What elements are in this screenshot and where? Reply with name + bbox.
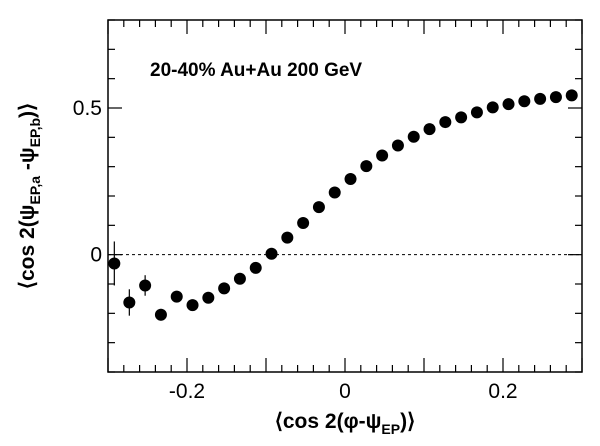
data-point — [518, 95, 531, 108]
data-point — [344, 172, 357, 185]
data-point — [391, 139, 404, 152]
data-point — [139, 279, 152, 292]
x-axis-label: ⟨cos 2(φ-ψEP)⟩ — [275, 410, 416, 437]
data-point — [407, 130, 420, 143]
x-tick-label: 0.2 — [488, 380, 517, 403]
data-point — [360, 160, 373, 173]
data-point — [376, 149, 389, 162]
data-point — [470, 106, 483, 119]
data-point — [218, 282, 231, 295]
data-point — [565, 89, 578, 102]
data-point — [312, 201, 325, 214]
data-point — [502, 98, 515, 111]
data-point — [281, 231, 294, 244]
data-points-layer — [108, 89, 578, 321]
data-point — [534, 92, 547, 105]
data-point — [486, 101, 499, 114]
x-tick-label: -0.2 — [169, 380, 205, 403]
data-point — [170, 290, 183, 303]
data-point — [328, 186, 341, 199]
data-point — [108, 257, 121, 270]
axis-ticks-layer — [107, 19, 583, 373]
data-point — [186, 299, 199, 312]
data-point — [154, 308, 167, 321]
data-point — [297, 216, 310, 229]
data-point — [265, 247, 278, 260]
tick-labels-layer: -0.2 0 0.2 0 0.5 — [73, 97, 518, 403]
data-point — [202, 291, 215, 304]
data-point — [233, 272, 246, 285]
data-point — [249, 261, 262, 274]
y-tick-label: 0 — [90, 244, 102, 267]
data-point — [439, 116, 452, 129]
data-point — [455, 111, 468, 124]
y-axis-label: ⟨cos 2(ψEP,a -ψEP,b)⟩ — [16, 103, 43, 289]
plot-annotation: 20-40% Au+Au 200 GeV — [150, 60, 362, 81]
data-point — [423, 123, 436, 136]
y-tick-label: 0.5 — [73, 97, 102, 120]
data-point — [549, 91, 562, 104]
x-tick-label: 0 — [339, 380, 351, 403]
data-point — [123, 296, 136, 309]
